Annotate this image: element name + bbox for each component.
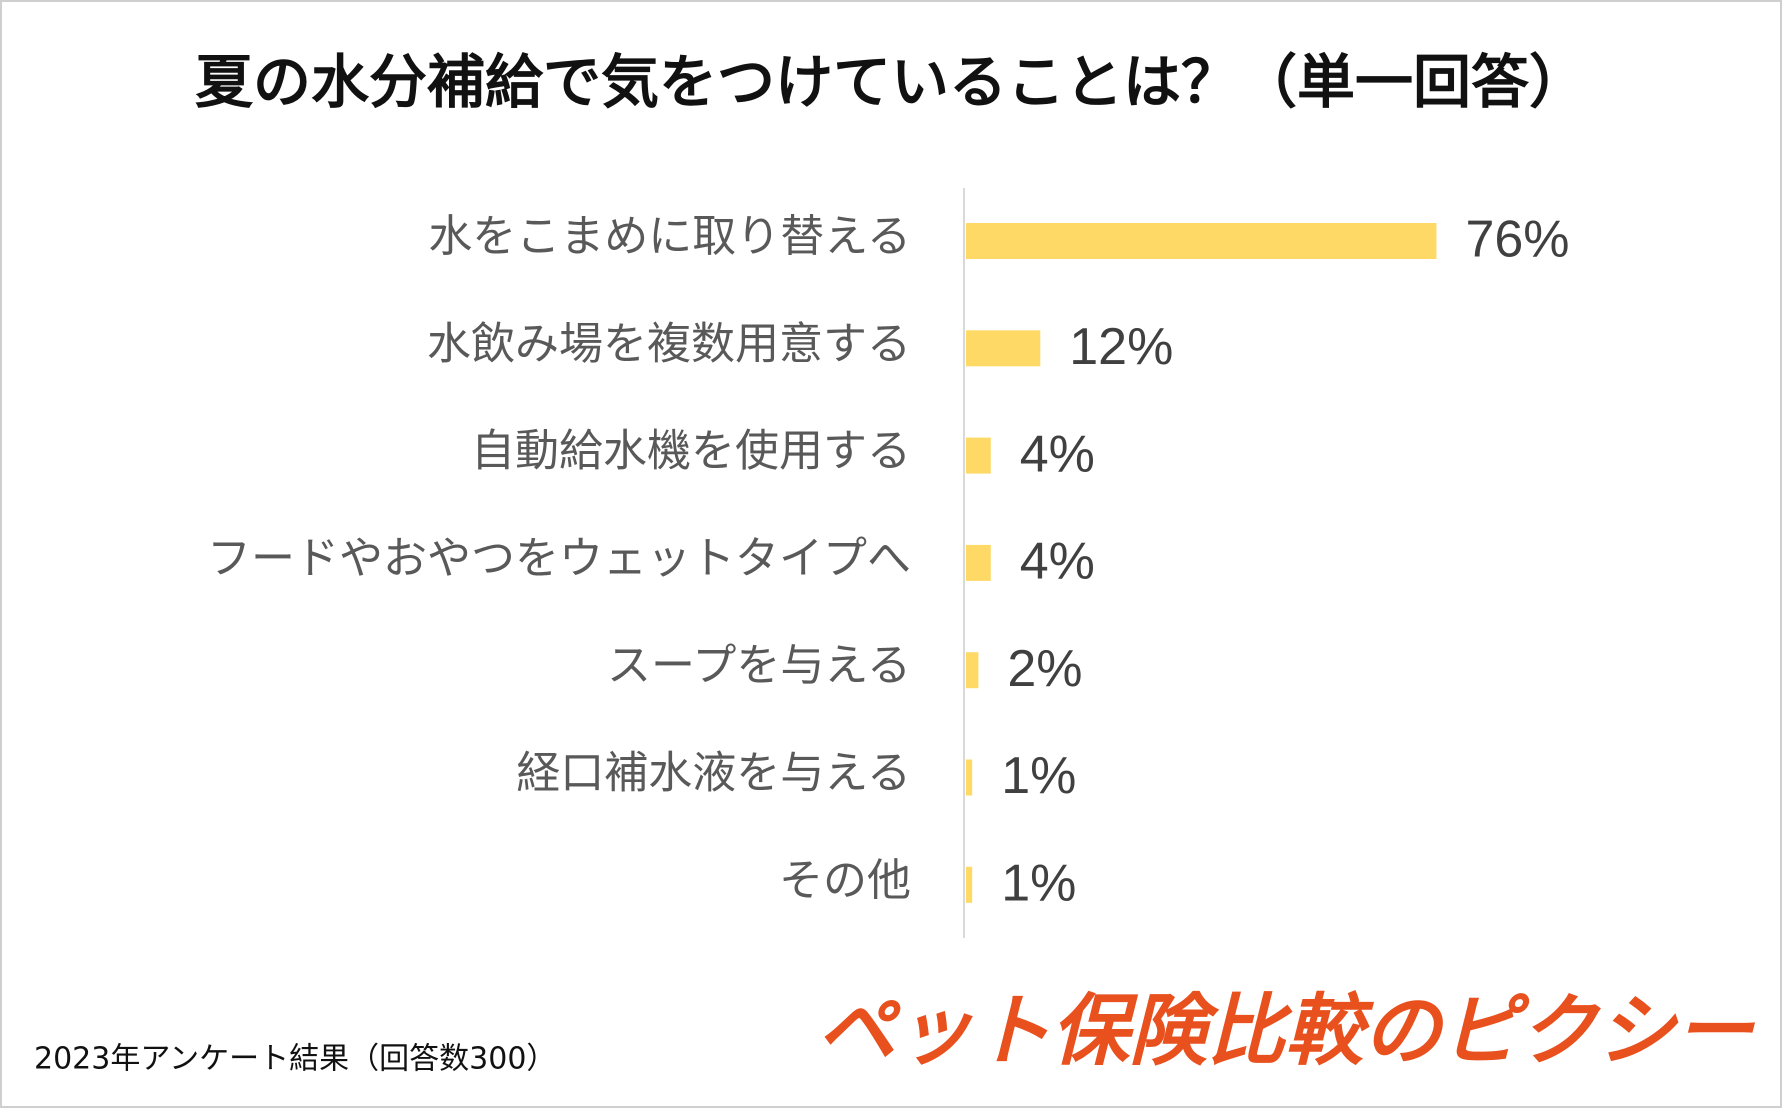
category-label: フードやおやつをウェットタイプへ	[207, 533, 911, 584]
category-label: スープを与える	[607, 640, 911, 691]
brand-logo: ペット保険比較のピクシー	[817, 986, 1756, 1076]
category-label: その他	[779, 855, 911, 906]
value-label: 12%	[1069, 318, 1173, 376]
chart-title: 夏の水分補給で気をつけていることは？（単一回答）	[195, 48, 1587, 116]
bar	[966, 544, 991, 581]
value-label: 4%	[1020, 425, 1095, 483]
bar	[966, 652, 979, 689]
bar	[966, 437, 991, 474]
category-label: 経口補水液を与える	[516, 748, 911, 799]
category-label: 水飲み場を複数用意する	[427, 318, 911, 369]
value-label: 1%	[1001, 855, 1076, 913]
bar	[966, 223, 1437, 259]
bar	[966, 330, 1041, 367]
value-label: 2%	[1007, 640, 1082, 698]
bar	[966, 759, 973, 796]
value-label: 1%	[1001, 747, 1076, 805]
footnote: 2023年アンケート結果（回答数300）	[34, 1042, 556, 1077]
category-label: 自動給水機を使用する	[471, 426, 911, 477]
category-label: 水をこまめに取り替える	[428, 211, 911, 262]
bar	[966, 866, 973, 903]
value-label: 4%	[1020, 533, 1095, 591]
value-label: 76%	[1465, 211, 1569, 269]
